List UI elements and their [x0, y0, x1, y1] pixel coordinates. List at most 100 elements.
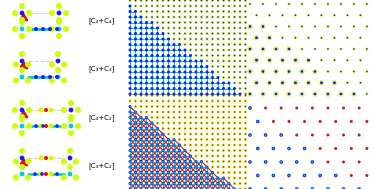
Circle shape [217, 77, 219, 78]
Circle shape [244, 149, 247, 152]
Circle shape [194, 81, 197, 84]
Circle shape [228, 44, 230, 45]
Circle shape [211, 37, 214, 40]
Circle shape [167, 116, 170, 119]
Circle shape [145, 10, 148, 13]
Text: [C₄+C₄]: [C₄+C₄] [88, 18, 114, 24]
Circle shape [146, 161, 147, 162]
Circle shape [156, 187, 159, 189]
Circle shape [288, 25, 291, 28]
Circle shape [184, 0, 187, 2]
Circle shape [201, 172, 202, 173]
Circle shape [140, 5, 142, 8]
Circle shape [340, 3, 342, 5]
Circle shape [129, 111, 132, 114]
Circle shape [184, 49, 187, 51]
Circle shape [145, 60, 148, 63]
Circle shape [300, 73, 302, 74]
Circle shape [129, 106, 131, 107]
Circle shape [200, 105, 203, 108]
Circle shape [178, 37, 181, 40]
Circle shape [201, 100, 202, 102]
Circle shape [283, 84, 284, 85]
Circle shape [276, 46, 278, 48]
Circle shape [134, 21, 137, 24]
Circle shape [162, 122, 165, 125]
Circle shape [156, 49, 159, 51]
Circle shape [12, 123, 18, 129]
Circle shape [273, 148, 274, 149]
Circle shape [270, 61, 272, 63]
Circle shape [223, 38, 224, 40]
Circle shape [307, 36, 310, 39]
Circle shape [211, 94, 214, 97]
Circle shape [303, 71, 305, 72]
Circle shape [307, 61, 308, 63]
Circle shape [228, 38, 230, 40]
Circle shape [211, 154, 214, 157]
Circle shape [228, 106, 230, 107]
Circle shape [217, 161, 219, 162]
Circle shape [200, 70, 203, 74]
Circle shape [239, 43, 242, 46]
Circle shape [156, 0, 159, 2]
Circle shape [350, 120, 353, 123]
Circle shape [156, 65, 159, 68]
Circle shape [223, 66, 224, 67]
Circle shape [172, 32, 175, 35]
Circle shape [68, 116, 74, 122]
Circle shape [201, 11, 202, 12]
Circle shape [261, 24, 263, 25]
Circle shape [245, 111, 246, 113]
Circle shape [205, 10, 208, 13]
Circle shape [151, 155, 153, 157]
Circle shape [178, 88, 181, 90]
Circle shape [286, 48, 288, 50]
Circle shape [44, 156, 48, 160]
Circle shape [212, 155, 213, 157]
Circle shape [135, 139, 136, 140]
Circle shape [34, 124, 38, 128]
Circle shape [190, 155, 191, 157]
Circle shape [234, 139, 235, 140]
Circle shape [360, 60, 361, 61]
Circle shape [195, 183, 197, 184]
Circle shape [206, 60, 208, 62]
Circle shape [244, 122, 247, 125]
Circle shape [184, 127, 187, 130]
Circle shape [326, 95, 328, 97]
Circle shape [276, 91, 278, 93]
Circle shape [200, 5, 203, 8]
Circle shape [234, 100, 235, 102]
Circle shape [223, 55, 224, 56]
Circle shape [254, 60, 255, 61]
Circle shape [157, 183, 158, 184]
Circle shape [189, 182, 192, 185]
Circle shape [172, 122, 175, 125]
Circle shape [300, 25, 303, 28]
Circle shape [366, 3, 368, 5]
Circle shape [151, 161, 153, 162]
Circle shape [250, 69, 252, 70]
Circle shape [68, 124, 73, 128]
Circle shape [200, 76, 203, 79]
Circle shape [247, 93, 249, 95]
Circle shape [316, 71, 318, 72]
Circle shape [288, 26, 290, 27]
Circle shape [172, 21, 175, 24]
Circle shape [162, 16, 164, 18]
Circle shape [245, 183, 246, 184]
Circle shape [140, 70, 142, 74]
Circle shape [309, 80, 310, 82]
Circle shape [323, 82, 325, 84]
Circle shape [156, 21, 159, 24]
Circle shape [233, 177, 236, 180]
Circle shape [223, 100, 224, 102]
Circle shape [265, 188, 267, 189]
Circle shape [145, 60, 147, 62]
Circle shape [195, 82, 197, 84]
Circle shape [239, 177, 242, 180]
Circle shape [227, 143, 230, 146]
Circle shape [264, 187, 267, 189]
Circle shape [239, 166, 242, 169]
